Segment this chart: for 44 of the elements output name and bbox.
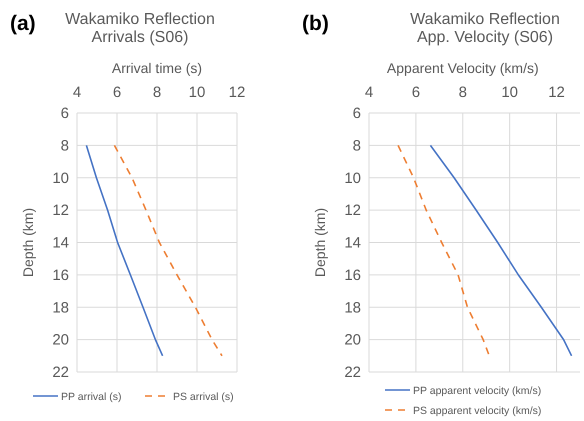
x-tick-label: 8	[152, 84, 162, 101]
y-tick-label: 10	[344, 170, 361, 187]
y-tick-label: 18	[52, 299, 69, 316]
legend-label: PP arrival (s)	[61, 391, 122, 403]
y-tick-label: 6	[352, 105, 361, 122]
y-tick-label: 20	[344, 332, 361, 349]
y-tick-label: 16	[52, 266, 69, 284]
y-tick-label: 18	[344, 299, 361, 316]
x-tick-label: 4	[72, 84, 82, 101]
y-tick-label: 20	[52, 332, 69, 349]
y-tick-label: 12	[344, 202, 361, 220]
x-tick-label: 6	[112, 84, 122, 101]
line-series	[86, 144, 164, 357]
chart-title: Wakamiko Reflection Arrivals (S06)	[65, 11, 215, 46]
y-tick-label: 6	[60, 105, 69, 122]
y-tick-label: 14	[52, 234, 69, 252]
y-axis-title: Depth (km)	[312, 208, 328, 278]
line-series	[397, 144, 490, 357]
x-tick-label: 10	[501, 84, 518, 101]
x-tick-label: 12	[228, 84, 246, 101]
y-tick-label: 22	[344, 364, 361, 381]
x-tick-label: 6	[412, 84, 420, 101]
y-tick-label: 22	[52, 364, 69, 381]
x-axis-title: Apparent Velocity (km/s)	[386, 60, 539, 76]
chart-title: Wakamiko Reflection App. Velocity (S06)	[410, 11, 560, 46]
y-tick-label: 12	[52, 202, 69, 220]
x-tick-label: 12	[548, 84, 565, 101]
legend-label: PS apparent velocity (km/s)	[413, 405, 542, 417]
x-tick-label: 4	[364, 84, 374, 101]
legend-label: PP apparent velocity (km/s)	[413, 385, 542, 397]
line-series	[430, 144, 572, 357]
text: (b)	[302, 12, 329, 35]
y-tick-label: 10	[52, 170, 69, 187]
y-tick-label: 16	[344, 266, 361, 284]
y-axis-title: Depth (km)	[20, 208, 36, 278]
text: (a)	[10, 12, 36, 35]
y-tick-label: 8	[60, 137, 69, 154]
y-tick-label: 14	[344, 234, 361, 252]
legend-label: PS arrival (s)	[173, 391, 234, 403]
x-axis-title: Arrival time (s)	[112, 60, 202, 76]
line-series	[114, 144, 223, 357]
x-tick-label: 8	[458, 84, 467, 101]
x-tick-label: 10	[188, 84, 206, 101]
y-tick-label: 8	[352, 137, 361, 154]
